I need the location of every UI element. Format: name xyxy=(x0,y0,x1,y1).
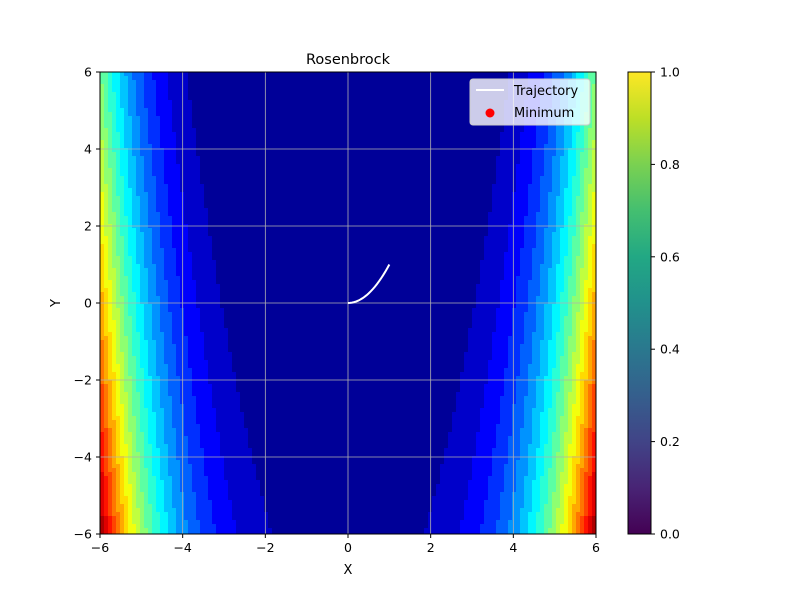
chart-title: Rosenbrock xyxy=(306,52,391,68)
x-tick-label: 6 xyxy=(592,540,600,555)
x-tick-label: −6 xyxy=(91,540,109,555)
x-axis-label: X xyxy=(344,563,353,578)
colorbar-tick-label: 0.4 xyxy=(660,342,680,357)
legend-minimum-label: Minimum xyxy=(514,106,574,121)
colorbar-tick-label: 0.2 xyxy=(660,434,680,449)
colorbar-tick-label: 1.0 xyxy=(660,65,680,80)
colorbar xyxy=(628,72,651,534)
y-axis-ticks: −6 −4 −2 0 2 4 6 xyxy=(74,65,100,542)
x-tick-label: −2 xyxy=(256,540,274,555)
y-axis-label: Y xyxy=(49,299,64,308)
y-tick-label: −2 xyxy=(74,373,92,388)
x-tick-label: −4 xyxy=(173,540,191,555)
x-tick-label: 4 xyxy=(509,540,517,555)
colorbar-ticks: 0.0 0.2 0.4 0.6 0.8 1.0 xyxy=(651,65,680,542)
y-tick-label: 6 xyxy=(84,65,92,80)
legend-minimum-marker xyxy=(486,109,495,118)
y-tick-label: 0 xyxy=(84,296,92,311)
colorbar-tick-label: 0.0 xyxy=(660,527,680,542)
legend: Trajectory Minimum xyxy=(470,79,590,125)
y-tick-label: −4 xyxy=(74,450,92,465)
x-tick-label: 2 xyxy=(427,540,435,555)
x-axis-ticks: −6 −4 −2 0 2 4 6 xyxy=(91,534,600,555)
legend-trajectory-label: Trajectory xyxy=(513,84,578,99)
x-tick-label: 0 xyxy=(344,540,352,555)
y-tick-label: 4 xyxy=(84,142,92,157)
y-tick-label: −6 xyxy=(74,527,92,542)
colorbar-tick-label: 0.6 xyxy=(660,249,680,264)
colorbar-tick-label: 0.8 xyxy=(660,157,680,172)
y-tick-label: 2 xyxy=(84,219,92,234)
